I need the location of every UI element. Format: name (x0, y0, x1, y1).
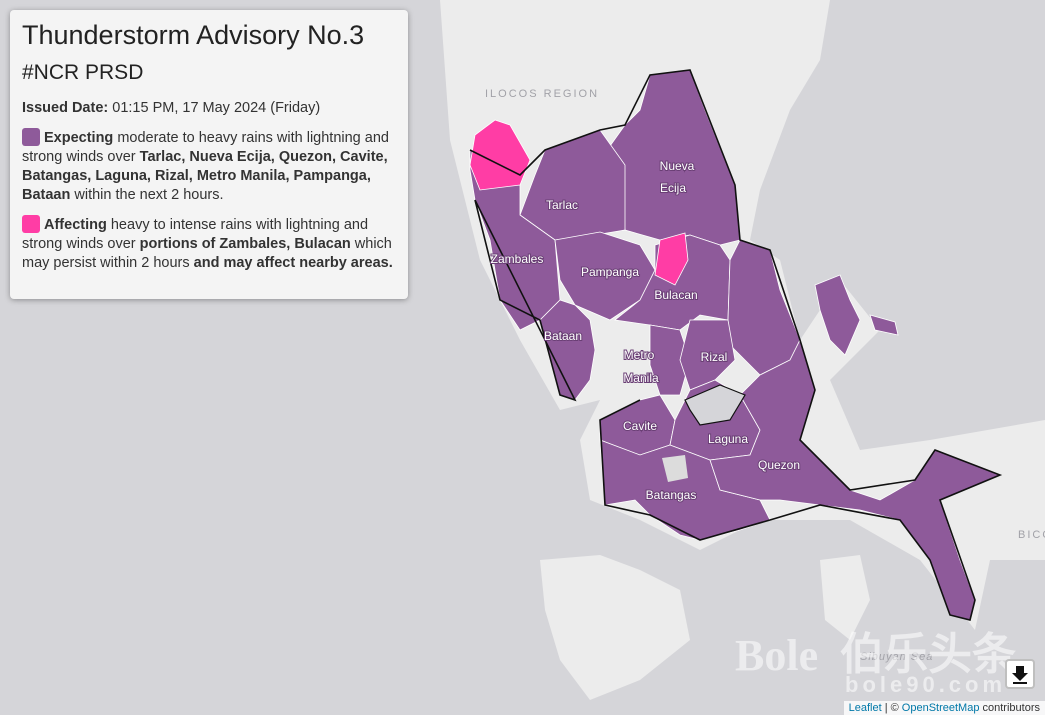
legend-text: Affecting (44, 217, 107, 233)
legend-item: Affecting heavy to intense rains with li… (22, 215, 394, 273)
province-label: Nueva (660, 159, 695, 173)
osm-link[interactable]: OpenStreetMap (901, 702, 980, 714)
province-label: Quezon (758, 458, 800, 472)
region-outline (469, 69, 1003, 621)
attribution-separator: | © (884, 702, 899, 714)
province-label: Laguna (708, 432, 748, 446)
province-label: Zambales (491, 252, 544, 266)
region-label: BICO (1018, 529, 1045, 541)
provinces (469, 69, 1003, 621)
legend-swatch (22, 215, 40, 233)
attribution: Leaflet | © OpenStreetMap contributors (843, 701, 1045, 715)
province-label: Tarlac (546, 198, 578, 212)
legend-swatch (22, 128, 40, 146)
province-label: Metro (624, 348, 655, 362)
province-zambales (469, 149, 561, 331)
legend-item: Expecting moderate to heavy rains with l… (22, 128, 394, 205)
area-bulacan-affected (654, 232, 689, 286)
labels: ILOCOS REGION Sibuyan Sea BICO Nueva Eci… (485, 88, 1045, 663)
mindoro-land (540, 555, 690, 700)
region-label: ILOCOS REGION (485, 88, 599, 100)
watermark-name: 伯乐头条 (840, 630, 1016, 679)
province-label: Cavite (623, 419, 657, 433)
province-label: Bataan (544, 329, 582, 343)
download-icon (1012, 666, 1028, 684)
province-metro-manila (649, 324, 691, 396)
island-small (869, 314, 899, 336)
province-label: Manila (623, 371, 659, 385)
leaflet-link[interactable]: Leaflet (848, 702, 882, 714)
issued-value: 01:15 PM, 17 May 2024 (Friday) (112, 100, 321, 116)
province-label: Bulacan (654, 288, 697, 302)
province-label: Rizal (701, 350, 728, 364)
taal-lake (662, 455, 688, 482)
laguna-lake (684, 384, 746, 426)
watermark-site: bole90.com (845, 672, 1007, 697)
region-label: Sibuyan Sea (860, 651, 933, 663)
legend-text: and may affect nearby areas. (193, 255, 393, 271)
attribution-suffix: contributors (982, 702, 1040, 714)
island-polillo (814, 274, 861, 356)
province-label: Ecija (660, 181, 686, 195)
issued-label: Issued Date: (22, 100, 109, 116)
legend-text: which may persist within 2 hours (22, 236, 392, 271)
legend-text: portions of Zambales, Bulacan (139, 236, 351, 252)
legend-text: heavy to intense rains with lightning an… (22, 217, 369, 252)
legend: Expecting moderate to heavy rains with l… (22, 128, 394, 273)
watermark-brand: Bole (735, 631, 819, 680)
issued-date: Issued Date: 01:15 PM, 17 May 2024 (Frid… (22, 99, 394, 118)
advisory-title: Thunderstorm Advisory No.3 (22, 20, 365, 50)
province-label: Pampanga (581, 265, 639, 279)
legend-text: moderate to heavy rains with lightning a… (22, 130, 389, 165)
province-label: Batangas (646, 488, 697, 502)
legend-text: Tarlac, Nueva Ecija, Quezon, Cavite, Bat… (22, 149, 388, 203)
advisory-subtitle: #NCR PRSD (22, 61, 144, 84)
legend-text: within the next 2 hours. (70, 187, 224, 203)
island-land (820, 555, 870, 640)
legend-text: Expecting (44, 130, 114, 146)
advisory-panel: Thunderstorm Advisory No.3 #NCR PRSD Iss… (10, 10, 408, 299)
download-button[interactable] (1005, 659, 1035, 689)
